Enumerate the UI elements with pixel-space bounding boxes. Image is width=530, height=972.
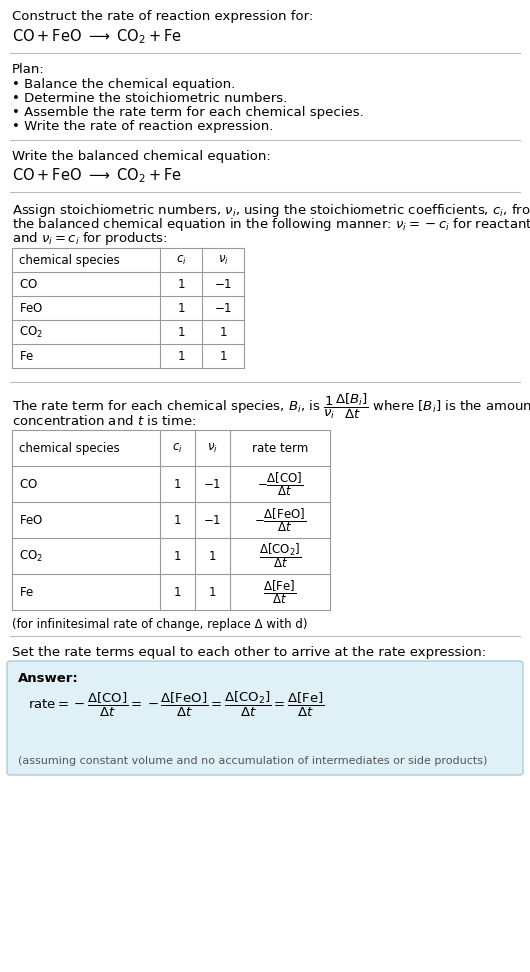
Text: 1: 1 (177, 326, 185, 338)
Text: (for infinitesimal rate of change, replace Δ with d): (for infinitesimal rate of change, repla… (12, 618, 307, 631)
Text: $\mathrm{Fe}$: $\mathrm{Fe}$ (19, 350, 34, 363)
Text: Answer:: Answer: (18, 672, 79, 685)
Text: $\nu_i$: $\nu_i$ (218, 254, 228, 266)
Text: $-1$: $-1$ (204, 513, 222, 527)
Text: $-1$: $-1$ (214, 301, 232, 315)
Text: chemical species: chemical species (19, 254, 120, 266)
Text: the balanced chemical equation in the following manner: $\nu_i = -c_i$ for react: the balanced chemical equation in the fo… (12, 216, 530, 233)
Text: $\mathregular{CO + FeO\ \longrightarrow\ CO_2 + Fe}$: $\mathregular{CO + FeO\ \longrightarrow\… (12, 27, 182, 46)
Text: $\mathrm{CO}$: $\mathrm{CO}$ (19, 477, 38, 491)
Text: $\mathrm{Fe}$: $\mathrm{Fe}$ (19, 585, 34, 599)
Text: $-1$: $-1$ (214, 277, 232, 291)
Text: 1: 1 (177, 350, 185, 363)
Text: $\dfrac{\Delta[\mathrm{Fe}]}{\Delta t}$: $\dfrac{\Delta[\mathrm{Fe}]}{\Delta t}$ (263, 578, 297, 606)
Text: Construct the rate of reaction expression for:: Construct the rate of reaction expressio… (12, 10, 313, 23)
Text: 1: 1 (174, 585, 181, 599)
Text: 1: 1 (174, 477, 181, 491)
Text: Assign stoichiometric numbers, $\nu_i$, using the stoichiometric coefficients, $: Assign stoichiometric numbers, $\nu_i$, … (12, 202, 530, 219)
Text: Set the rate terms equal to each other to arrive at the rate expression:: Set the rate terms equal to each other t… (12, 646, 486, 659)
Text: Plan:: Plan: (12, 63, 45, 76)
Text: $\mathrm{FeO}$: $\mathrm{FeO}$ (19, 301, 43, 315)
Text: Write the balanced chemical equation:: Write the balanced chemical equation: (12, 150, 271, 163)
Text: $-\dfrac{\Delta[\mathrm{CO}]}{\Delta t}$: $-\dfrac{\Delta[\mathrm{CO}]}{\Delta t}$ (257, 470, 303, 498)
Text: $c_i$: $c_i$ (175, 254, 187, 266)
Text: $\nu_i$: $\nu_i$ (207, 441, 218, 455)
Text: $-\dfrac{\Delta[\mathrm{FeO}]}{\Delta t}$: $-\dfrac{\Delta[\mathrm{FeO}]}{\Delta t}… (254, 506, 306, 534)
Text: • Balance the chemical equation.: • Balance the chemical equation. (12, 78, 235, 91)
Text: $1$: $1$ (208, 585, 217, 599)
Text: $\mathregular{CO + FeO\ \longrightarrow\ CO_2 + Fe}$: $\mathregular{CO + FeO\ \longrightarrow\… (12, 166, 182, 185)
Text: $1$: $1$ (219, 350, 227, 363)
Text: 1: 1 (177, 301, 185, 315)
Text: $1$: $1$ (208, 549, 217, 563)
Text: $c_i$: $c_i$ (172, 441, 183, 455)
FancyBboxPatch shape (7, 661, 523, 775)
Text: $\mathrm{CO_2}$: $\mathrm{CO_2}$ (19, 325, 43, 339)
Text: and $\nu_i = c_i$ for products:: and $\nu_i = c_i$ for products: (12, 230, 167, 247)
Text: 1: 1 (174, 549, 181, 563)
Text: $-1$: $-1$ (204, 477, 222, 491)
Text: • Write the rate of reaction expression.: • Write the rate of reaction expression. (12, 120, 273, 133)
Bar (12, 248, 244, 368)
Text: $\mathrm{FeO}$: $\mathrm{FeO}$ (19, 513, 43, 527)
Text: $1$: $1$ (219, 326, 227, 338)
Text: $\mathrm{rate} = -\dfrac{\Delta[\mathrm{CO}]}{\Delta t} = -\dfrac{\Delta[\mathrm: $\mathrm{rate} = -\dfrac{\Delta[\mathrm{… (28, 690, 325, 719)
Text: • Determine the stoichiometric numbers.: • Determine the stoichiometric numbers. (12, 92, 287, 105)
Text: 1: 1 (177, 277, 185, 291)
Text: 1: 1 (174, 513, 181, 527)
Text: concentration and $t$ is time:: concentration and $t$ is time: (12, 414, 196, 428)
Text: $\dfrac{\Delta[\mathrm{CO_2}]}{\Delta t}$: $\dfrac{\Delta[\mathrm{CO_2}]}{\Delta t}… (259, 541, 301, 571)
Text: $\mathrm{CO}$: $\mathrm{CO}$ (19, 277, 38, 291)
Text: $\mathrm{CO_2}$: $\mathrm{CO_2}$ (19, 548, 43, 564)
Text: The rate term for each chemical species, $B_i$, is $\dfrac{1}{\nu_i}\dfrac{\Delt: The rate term for each chemical species,… (12, 392, 530, 421)
Text: (assuming constant volume and no accumulation of intermediates or side products): (assuming constant volume and no accumul… (18, 756, 488, 766)
Text: rate term: rate term (252, 441, 308, 455)
Bar (12, 430, 330, 610)
Text: chemical species: chemical species (19, 441, 120, 455)
Text: • Assemble the rate term for each chemical species.: • Assemble the rate term for each chemic… (12, 106, 364, 119)
